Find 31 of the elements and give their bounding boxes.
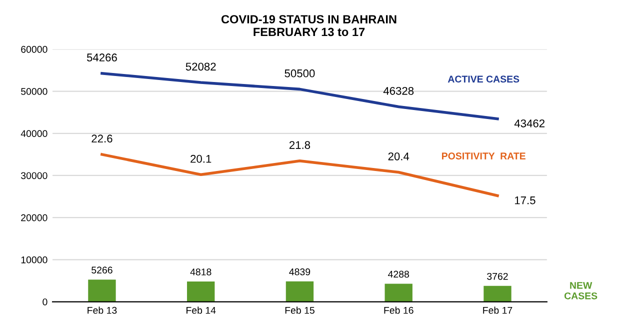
y-tick-label: 0: [42, 298, 48, 306]
y-tick-label: 30000: [21, 172, 48, 180]
data-label: 17.5: [515, 196, 536, 204]
data-label: 4288: [388, 270, 409, 278]
text: NEW CASES: [564, 282, 598, 300]
x-tick-label: Feb 13: [88, 306, 117, 314]
data-label: 46328: [383, 86, 414, 95]
y-tick-label: 10000: [21, 256, 48, 264]
data-label: 5266: [92, 266, 112, 274]
data-label: 54266: [86, 54, 117, 62]
data-label: 43462: [514, 119, 544, 128]
y-tick-label: 60000: [21, 46, 48, 53]
data-label: 20.4: [388, 152, 410, 160]
data-label: 21.8: [289, 141, 310, 149]
data-label: 20.1: [190, 154, 212, 163]
y-tick-label: 40000: [20, 130, 48, 138]
x-tick-label: Feb 16: [384, 306, 414, 314]
data-label: 3762: [487, 272, 508, 280]
y-tick-label: 50000: [21, 88, 48, 95]
data-label: 52082: [186, 62, 216, 71]
text: ACTIVE CASES: [448, 76, 520, 83]
x-tick-label: Feb 15: [285, 306, 314, 314]
chart-title: COVID-19 STATUS IN BAHRAIN FEBRUARY 13 to 17: [221, 15, 396, 36]
data-label: 22.6: [92, 134, 112, 143]
text: POSITIVITY RATE: [442, 152, 526, 160]
data-label: 50500: [284, 69, 315, 78]
y-tick-label: 20000: [21, 214, 48, 222]
x-tick-label: Feb 17: [483, 306, 512, 314]
data-label: 4839: [289, 268, 310, 276]
x-tick-label: Feb 14: [186, 306, 216, 314]
data-label: 4818: [190, 268, 212, 276]
